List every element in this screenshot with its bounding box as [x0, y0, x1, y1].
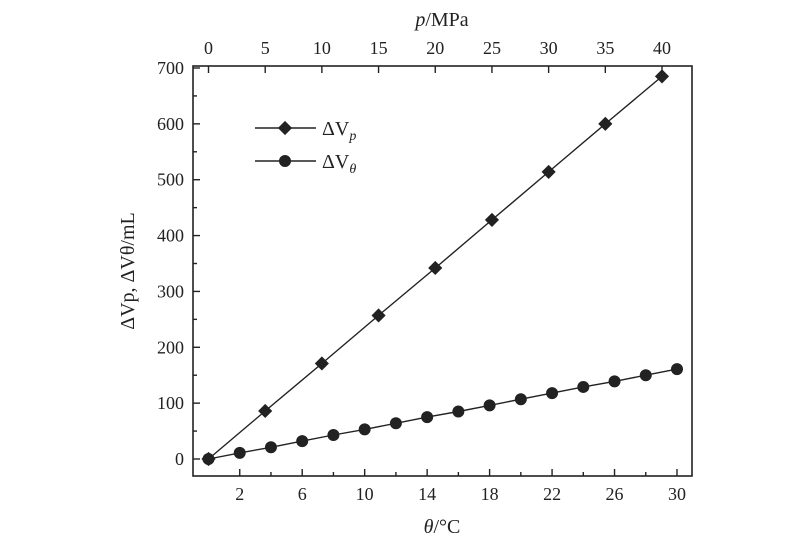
data-point-circle: [202, 453, 215, 465]
data-point-circle: [452, 405, 465, 418]
data-point-circle: [577, 380, 590, 393]
data-point-circle: [327, 428, 340, 441]
plot-frame: [192, 65, 693, 477]
bottom-tick-label: 10: [356, 484, 374, 504]
series-line-θ: [208, 368, 678, 460]
data-point-circle: [608, 375, 621, 388]
legend: ΔVp ΔVθ: [255, 118, 356, 177]
ticks: [193, 66, 678, 476]
data-point-circle: [358, 423, 371, 436]
data-point-diamond: [541, 164, 556, 179]
y-tick-label: 400: [157, 226, 184, 246]
left-axis-title: ΔVp, ΔVθ/mL: [117, 212, 139, 330]
legend-marker-vtheta: [279, 155, 291, 167]
top-tick-label: 5: [261, 38, 270, 58]
top-tick-label: 25: [483, 38, 501, 58]
legend-label-vtheta: ΔVθ: [322, 151, 356, 177]
data-point-circle: [639, 369, 652, 382]
bottom-axis-title: θ/°C: [424, 516, 461, 538]
bottom-tick-label: 18: [481, 484, 499, 504]
y-tick-label: 600: [157, 114, 184, 134]
top-axis-title: p/MPa: [413, 9, 468, 31]
top-tick-label: 10: [313, 38, 331, 58]
data-point-circle: [233, 446, 246, 459]
bottom-tick-label: 6: [298, 484, 307, 504]
top-tick-label: 15: [370, 38, 388, 58]
top-tick-label: 30: [540, 38, 558, 58]
data-point-circle: [671, 363, 683, 376]
top-tick-label: 20: [426, 38, 444, 58]
bottom-tick-label: 26: [606, 484, 624, 504]
bottom-tick-label: 2: [235, 484, 244, 504]
y-tick-label: 200: [157, 337, 184, 357]
top-tick-label: 35: [596, 38, 614, 58]
data-point-circle: [546, 387, 559, 400]
data-point-diamond: [314, 356, 329, 371]
data-point-diamond: [484, 212, 500, 228]
y-tick-label: 300: [157, 281, 184, 301]
data-point-circle: [421, 411, 434, 424]
top-tick-label: 0: [204, 38, 213, 58]
data-point-circle: [483, 399, 496, 412]
y-tick-label: 500: [157, 170, 184, 190]
legend-marker-vp: [277, 120, 293, 136]
top-tick-label: 40: [653, 38, 671, 58]
data-point-diamond: [258, 403, 273, 419]
data-point-diamond: [428, 260, 443, 276]
series-layer: [201, 69, 683, 467]
bottom-tick-label: 22: [543, 484, 561, 504]
data-point-circle: [389, 417, 402, 430]
y-tick-label: 100: [157, 393, 184, 413]
data-point-diamond: [654, 69, 670, 84]
data-point-circle: [514, 393, 527, 406]
bottom-tick-label: 14: [418, 484, 436, 504]
y-tick-label: 700: [157, 58, 184, 78]
legend-label-vp: ΔVp: [322, 118, 356, 144]
y-tick-label: 0: [175, 449, 184, 469]
data-point-diamond: [371, 308, 386, 323]
data-point-circle: [264, 441, 277, 454]
data-point-diamond: [598, 116, 613, 131]
data-point-circle: [296, 435, 309, 448]
bottom-tick-label: 30: [668, 484, 686, 504]
